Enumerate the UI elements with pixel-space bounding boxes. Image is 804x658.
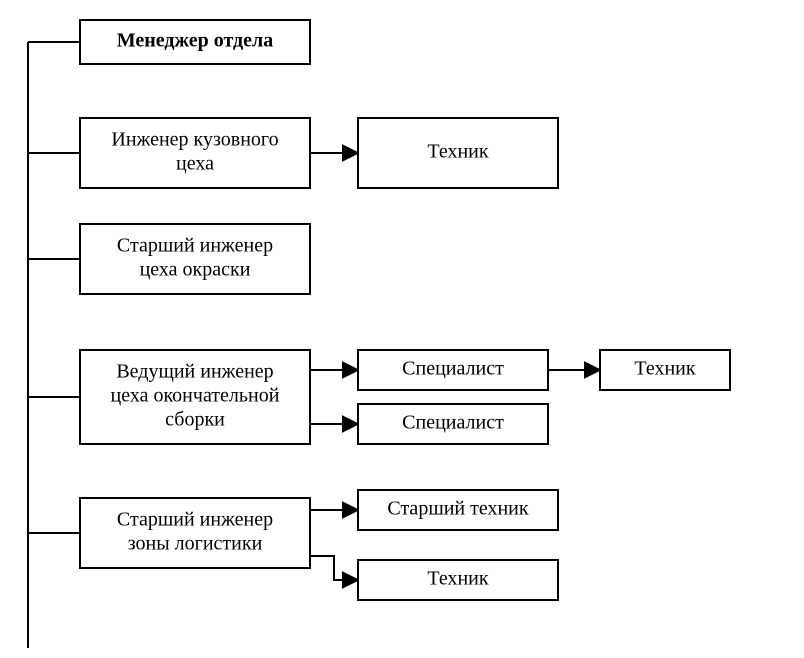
org-node-n6: Специалист [358, 404, 548, 444]
org-node-label: Специалист [402, 358, 504, 380]
org-node-label: Инженер кузовного [111, 129, 278, 151]
org-node-n5: Специалист [358, 350, 548, 390]
org-node-label: сборки [165, 409, 225, 431]
org-node-label: цеха окончательной [111, 385, 280, 407]
org-chart: Менеджер отдела Инженер кузовногоцеха Техн… [0, 0, 804, 658]
org-node-label: Старший инженер [117, 235, 273, 257]
org-node-label: Техник [427, 568, 488, 590]
org-node-n4: Ведущий инженерцеха окончательнойсборки [80, 350, 310, 444]
org-node-label: Техник [634, 358, 695, 380]
org-node-label: цеха окраски [140, 259, 251, 281]
org-node-n9: Старший техник [358, 490, 558, 530]
org-node-label: Техник [427, 141, 488, 163]
org-node-n10: Техник [358, 560, 558, 600]
org-node-n0: Менеджер отдела [80, 20, 310, 64]
org-node-n1: Инженер кузовногоцеха [80, 118, 310, 188]
org-node-label: зоны логистики [128, 533, 263, 555]
org-node-label: Ведущий инженер [116, 361, 273, 383]
org-node-n7: Техник [600, 350, 730, 390]
connector-arrow [310, 556, 358, 580]
org-node-n8: Старший инженерзоны логистики [80, 498, 310, 568]
org-node-n2: Техник [358, 118, 558, 188]
org-node-label: Специалист [402, 412, 504, 434]
org-node-label: Старший инженер [117, 509, 273, 531]
org-node-label: Старший техник [387, 498, 529, 520]
org-node-n3: Старший инженерцеха окраски [80, 224, 310, 294]
org-node-label: Менеджер отдела [117, 30, 274, 52]
org-node-label: цеха [176, 153, 214, 175]
